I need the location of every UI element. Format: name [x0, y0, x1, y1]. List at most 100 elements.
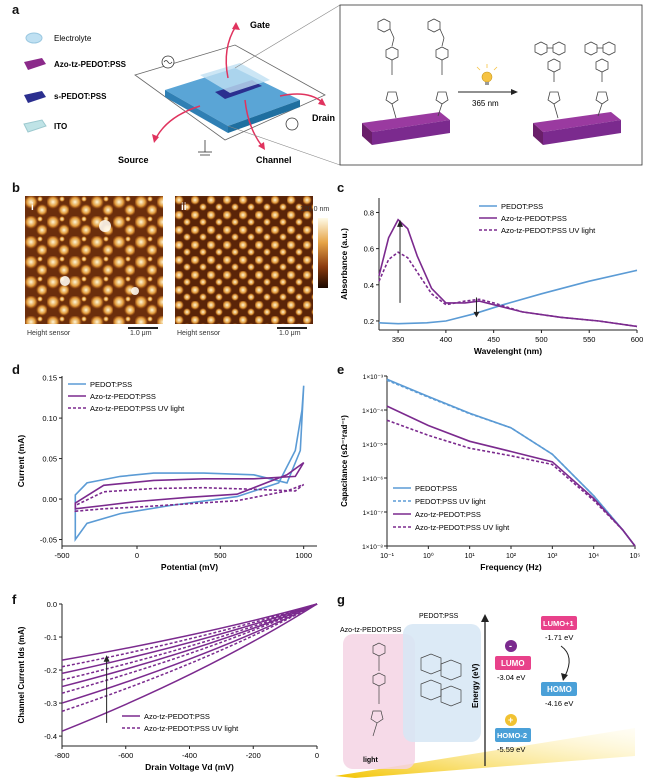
light-label: light	[363, 757, 378, 764]
afm-colorbar	[318, 218, 328, 288]
panel-label-g: g	[337, 592, 345, 607]
lumo1-box	[541, 616, 577, 630]
iv-curve	[61, 603, 318, 661]
afm-label-i: i	[31, 202, 34, 213]
y-tick-label: 0.00	[42, 495, 57, 504]
chart-c-absorbance: 350 400 450 500 550 600 0.2 0.4 0.6 0.8 Wavelenght…	[339, 198, 644, 356]
afm-sensor-label-i: Height sensor	[27, 330, 71, 337]
iv-curve	[61, 603, 318, 704]
y-tick-label: -0.3	[44, 699, 57, 708]
light-bulb-icon	[481, 71, 493, 83]
g-mid-label: PEDOT:PSS	[419, 613, 459, 620]
chart-d-cv: -500 0 500 1000 -0.05 0.00 0.05 0.10 0.15 Potenti…	[16, 374, 317, 572]
afm-sensor-label-ii: Height sensor	[177, 330, 221, 337]
y-tick-label: -0.4	[44, 732, 57, 741]
slab-before	[362, 112, 450, 132]
series-line	[74, 483, 305, 513]
legend-label: Azo-tz-PEDOT:PSS UV light	[501, 226, 596, 235]
legend-ito: ITO	[54, 122, 67, 131]
legend-label: Azo-tz-PEDOT:PSS UV light	[90, 404, 185, 413]
legend-electrolyte: Electrolyte	[54, 34, 92, 43]
iv-curve	[61, 603, 318, 694]
iv-curve	[61, 603, 318, 732]
legend-label: Azo-tz-PEDOT:PSS	[501, 214, 567, 223]
chart-f-output: -800 -600 -400 -200 0 -0.4 -0.3 -0.2 -0.1 0.0 Drai…	[17, 600, 319, 772]
x-tick-label: 550	[583, 335, 596, 344]
y-axis-label: Absorbance (a.u.)	[339, 228, 349, 300]
panel-g-energy-diagram: Azo-tz-PEDOT:PSS PEDOT:PSS light Energy …	[335, 613, 635, 778]
legend-label: PEDOT:PSS UV light	[415, 497, 486, 506]
x-tick-label: 0	[315, 751, 319, 760]
afm-image-i: i	[25, 196, 163, 324]
y-tick-label: -0.1	[44, 633, 57, 642]
hole-icon	[505, 714, 517, 726]
homo-label: HOMO	[547, 685, 572, 694]
legend-label: PEDOT:PSS	[90, 380, 132, 389]
y-axis-label: Capacitance (sΩ⁻¹rad⁻¹)	[340, 415, 349, 507]
panel-label-c: c	[337, 180, 345, 195]
device-substrate-side	[165, 90, 228, 133]
afm-colorbar-max: 120.0 nm	[300, 206, 330, 213]
y-tick-label: 0.10	[42, 414, 57, 423]
series-line	[386, 378, 636, 547]
series-line	[74, 461, 305, 510]
electron-sign: -	[509, 641, 512, 651]
drain-label: Drain	[312, 113, 335, 123]
y-tick-label: 1×10⁻⁶	[362, 476, 383, 483]
x-tick-label: 10⁻¹	[380, 553, 394, 560]
x-tick-label: 10⁰	[423, 552, 434, 560]
x-tick-label: -400	[182, 751, 197, 760]
x-tick-label: 10⁴	[588, 553, 599, 560]
legend-label: Azo-tz-PEDOT:PSS	[144, 712, 210, 721]
panel-label-a: a	[12, 2, 20, 17]
series-line	[378, 251, 638, 328]
x-tick-label: 10³	[547, 553, 558, 560]
series-line	[386, 419, 636, 547]
x-tick-label: 600	[631, 335, 644, 344]
energy-axis-label: Energy (eV)	[471, 663, 480, 708]
lumo-value: -3.04 eV	[497, 673, 525, 682]
x-tick-label: 500	[214, 551, 227, 560]
x-tick-label: 400	[440, 335, 453, 344]
panel-label-f: f	[12, 592, 17, 607]
y-tick-label: 0.8	[364, 208, 374, 217]
pedot-region	[403, 624, 481, 742]
reaction-wavelength: 365 nm	[472, 99, 499, 108]
device-substrate-top	[165, 68, 300, 126]
azo-molecules-trans	[377, 18, 449, 119]
homo-box	[541, 682, 577, 696]
x-tick-label: 10¹	[465, 553, 476, 560]
y-tick-label: 0.15	[42, 374, 57, 383]
x-tick-label: 500	[535, 335, 548, 344]
afm-scalebar-label-i: 1.0 μm	[130, 330, 152, 337]
series-line	[74, 385, 305, 542]
iv-curve	[61, 603, 318, 675]
y-tick-label: 0.0	[47, 600, 57, 609]
panel-label-b: b	[12, 180, 20, 195]
legend-swatch-electrolyte	[25, 32, 43, 44]
x-tick-label: -500	[54, 551, 69, 560]
y-tick-label: -0.05	[40, 536, 57, 545]
homo2-value: -5.59 eV	[497, 745, 525, 754]
hole-sign: +	[508, 715, 513, 725]
device-electrolyte	[200, 63, 270, 93]
legend-label: Azo-tz-PEDOT:PSS	[90, 392, 156, 401]
legend-swatch-spedot	[24, 91, 46, 103]
afm-label-ii: ii	[181, 202, 187, 213]
lumo1-label: LUMO+1	[543, 619, 574, 628]
y-tick-label: 0.05	[42, 455, 57, 464]
y-tick-label: 0.4	[364, 281, 374, 290]
y-axis-label: Channel Current Ids (mA)	[17, 626, 26, 723]
arrow-down-icon	[473, 311, 480, 318]
electron-icon	[505, 640, 517, 652]
y-tick-label: 1×10⁻⁵	[362, 442, 383, 449]
y-tick-label: 1×10⁻⁷	[363, 510, 384, 517]
afm-scalebar-ii	[277, 327, 307, 329]
gate-label: Gate	[250, 20, 270, 30]
panel-a-device-schematic: Electrolyte Azo-tz-PEDOT:PSS s-PEDOT:PSS…	[23, 4, 643, 166]
homo-value: -4.16 eV	[545, 699, 573, 708]
iv-curve	[61, 603, 318, 681]
y-axis-label: Current (mA)	[16, 435, 26, 488]
legend-label: PEDOT:PSS	[501, 202, 543, 211]
transfer-arrow-icon	[561, 673, 568, 681]
